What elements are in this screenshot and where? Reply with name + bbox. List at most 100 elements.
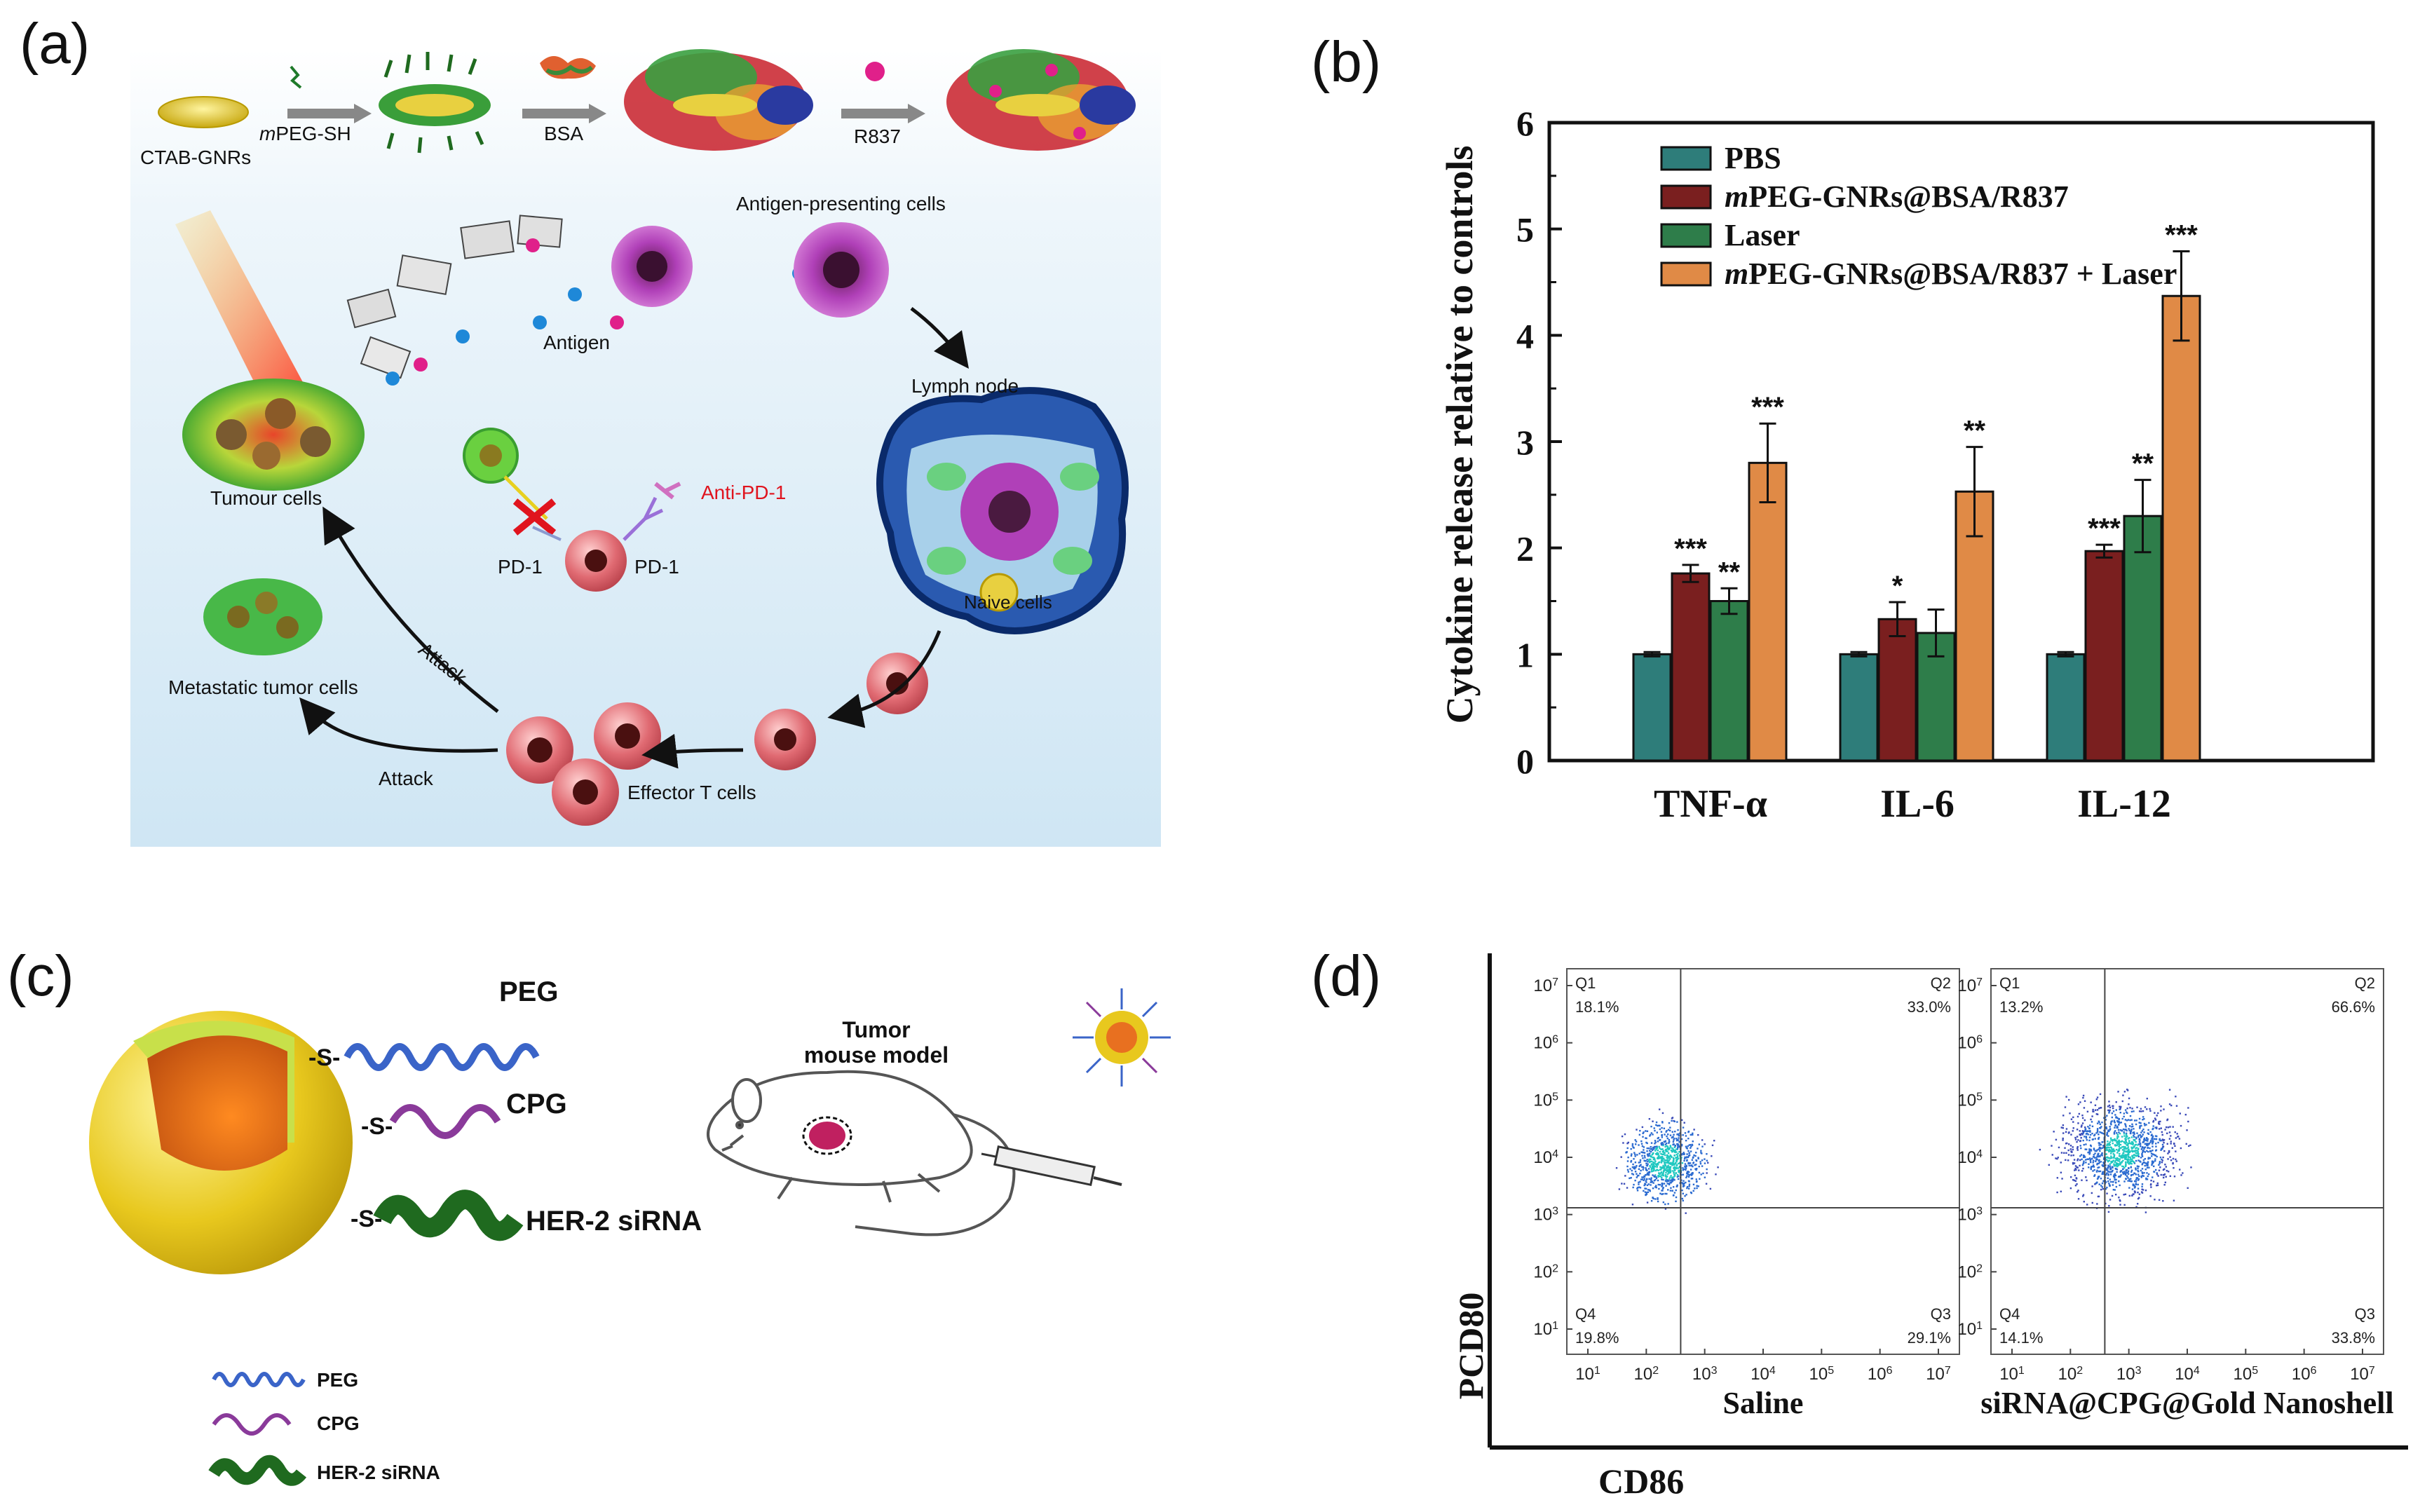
event-dot — [2128, 1178, 2130, 1180]
event-dot — [2136, 1132, 2138, 1134]
event-dot — [1685, 1176, 1687, 1179]
event-dot — [2140, 1176, 2143, 1178]
event-dot — [2094, 1150, 2096, 1152]
event-dot — [1645, 1178, 1648, 1180]
event-dot — [2101, 1141, 2104, 1143]
event-dot — [1639, 1161, 1641, 1163]
event-dot — [1655, 1147, 1657, 1150]
event-dot — [2116, 1157, 2119, 1159]
event-dot — [1681, 1162, 1684, 1164]
event-dot — [2111, 1112, 2114, 1115]
event-dot — [1663, 1183, 1666, 1185]
event-dot — [2119, 1147, 2121, 1149]
event-dot — [2134, 1144, 2136, 1146]
event-dot — [2109, 1150, 2112, 1152]
event-dot — [1688, 1185, 1690, 1187]
event-dot — [2108, 1112, 2110, 1114]
event-dot — [1666, 1170, 1668, 1173]
event-dot — [2118, 1139, 2120, 1142]
event-dot — [2109, 1166, 2112, 1169]
event-dot — [2112, 1189, 2115, 1191]
event-dot — [2114, 1124, 2116, 1126]
event-dot — [2096, 1155, 2098, 1157]
event-dot — [2125, 1140, 2127, 1143]
event-dot — [1680, 1154, 1683, 1156]
event-dot — [2142, 1161, 2145, 1164]
event-dot — [2083, 1201, 2085, 1203]
event-dot — [2116, 1163, 2119, 1165]
event-dot — [2168, 1151, 2170, 1153]
event-dot — [1632, 1186, 1634, 1189]
event-dot — [2039, 1148, 2041, 1151]
event-dot — [1655, 1176, 1657, 1178]
event-dot — [2124, 1124, 2127, 1126]
event-dot — [2100, 1161, 2102, 1163]
event-dot — [2139, 1125, 2141, 1127]
event-dot — [2124, 1158, 2126, 1160]
event-dot — [1666, 1155, 1669, 1157]
event-dot — [1657, 1140, 1659, 1143]
event-dot — [2117, 1158, 2120, 1160]
event-dot — [1648, 1178, 1650, 1180]
event-dot — [1626, 1142, 1629, 1145]
event-dot — [2130, 1129, 2133, 1131]
event-dot — [2142, 1146, 2144, 1148]
event-dot — [2107, 1109, 2109, 1112]
event-dot — [2144, 1124, 2146, 1126]
event-dot — [2152, 1135, 2154, 1138]
event-dot — [2130, 1119, 2133, 1121]
event-dot — [2080, 1147, 2082, 1150]
event-dot — [2170, 1140, 2172, 1143]
y-decade-label: 101 — [1957, 1320, 1983, 1340]
event-dot — [2123, 1155, 2126, 1157]
event-dot — [2121, 1168, 2124, 1171]
y-decade-label: 107 — [1957, 976, 1983, 996]
event-dot — [1647, 1155, 1650, 1157]
event-dot — [1687, 1150, 1690, 1152]
event-dot — [1659, 1124, 1661, 1127]
event-dot — [1630, 1177, 1632, 1179]
event-dot — [1646, 1147, 1648, 1150]
event-dot — [1682, 1192, 1684, 1194]
event-dot — [2112, 1139, 2114, 1141]
event-dot — [2109, 1157, 2112, 1159]
event-dot — [2146, 1166, 2149, 1169]
event-dot — [2182, 1172, 2184, 1174]
event-dot — [1704, 1176, 1706, 1178]
event-dot — [2156, 1155, 2158, 1158]
event-dot — [1646, 1130, 1649, 1133]
event-dot — [2152, 1176, 2154, 1178]
event-dot — [2118, 1155, 2121, 1157]
event-dot — [1697, 1133, 1699, 1136]
x-decade-label: 105 — [1809, 1365, 1835, 1384]
pcd80-axis-label: PCD80 — [1451, 1293, 1490, 1400]
event-dot — [2113, 1150, 2115, 1152]
event-dot — [2119, 1162, 2121, 1164]
event-dot — [1662, 1187, 1664, 1189]
event-dot — [1694, 1164, 1696, 1166]
event-dot — [2160, 1127, 2162, 1129]
event-dot — [2147, 1140, 2149, 1142]
event-dot — [2116, 1136, 2119, 1138]
event-dot — [1662, 1166, 1664, 1169]
event-dot — [1685, 1135, 1687, 1137]
event-dot — [2133, 1180, 2136, 1183]
event-dot — [2065, 1131, 2067, 1133]
event-dot — [2172, 1162, 2174, 1164]
event-dot — [1666, 1159, 1668, 1162]
event-dot — [2130, 1147, 2133, 1150]
event-dot — [1671, 1180, 1673, 1183]
event-dot — [1668, 1142, 1670, 1144]
event-dot — [1686, 1185, 1689, 1188]
event-dot — [2154, 1112, 2156, 1114]
event-dot — [2083, 1160, 2085, 1162]
event-dot — [1690, 1169, 1692, 1171]
event-dot — [2160, 1173, 2162, 1176]
event-dot — [2101, 1186, 2103, 1188]
event-dot — [1673, 1168, 1675, 1170]
event-dot — [1687, 1187, 1690, 1190]
event-dot — [2089, 1144, 2092, 1147]
event-dot — [2118, 1145, 2120, 1147]
event-dot — [2088, 1127, 2091, 1130]
event-dot — [1657, 1198, 1659, 1200]
